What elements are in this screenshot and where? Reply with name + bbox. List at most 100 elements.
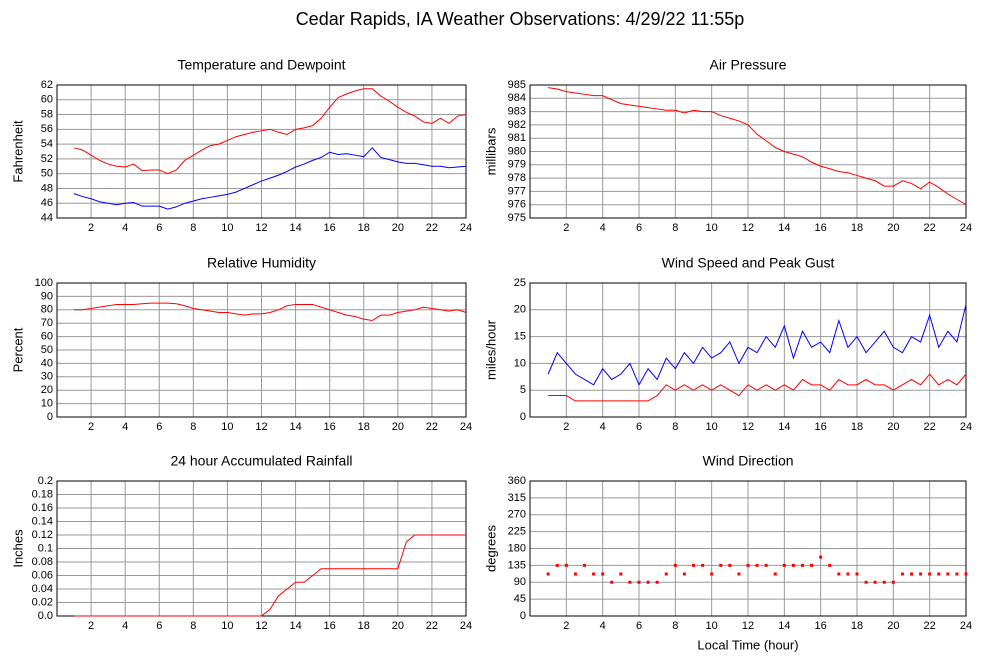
data-point <box>610 580 614 584</box>
x-tick-label: 12 <box>255 620 267 632</box>
x-tick-label: 14 <box>289 620 301 632</box>
x-tick-label: 10 <box>706 620 718 632</box>
y-tick-label: 10 <box>41 398 53 410</box>
data-point <box>891 580 895 584</box>
y-tick-label: 56 <box>41 123 53 135</box>
y-tick-label: 50 <box>41 168 53 180</box>
data-point <box>682 572 686 576</box>
x-tick-label: 22 <box>426 620 438 632</box>
data-point <box>628 580 632 584</box>
data-point <box>664 572 668 576</box>
plot-frame <box>529 84 967 219</box>
x-tick-label: 2 <box>88 421 94 433</box>
x-tick-label: 16 <box>324 421 336 433</box>
data-point <box>764 563 768 567</box>
y-tick-label: 100 <box>35 277 53 289</box>
y-tick-label: 0.06 <box>32 569 53 581</box>
plot-frame <box>529 282 967 418</box>
y-tick-label: 10 <box>514 357 526 369</box>
x-tick-label: 2 <box>88 222 94 234</box>
x-tick-label: 10 <box>221 222 233 234</box>
y-tick-label: 0.1 <box>38 542 53 554</box>
y-tick-label: 0.16 <box>32 502 53 514</box>
x-tick-label: 8 <box>190 222 196 234</box>
y-tick-label: 180 <box>508 542 526 554</box>
y-tick-label: 977 <box>508 185 526 197</box>
data-point <box>583 563 586 567</box>
x-tick-label: 20 <box>887 620 899 632</box>
y-tick-label: 0.12 <box>32 529 53 541</box>
x-tick-label: 4 <box>600 421 606 433</box>
y-tick-label: 45 <box>514 593 526 605</box>
x-tick-label: 24 <box>960 620 972 632</box>
x-tick-label: 12 <box>742 222 754 234</box>
x-tick-label: 18 <box>358 222 370 234</box>
x-tick-label: 16 <box>815 222 827 234</box>
x-tick-label: 4 <box>600 222 606 234</box>
y-tick-label: 315 <box>508 492 526 504</box>
data-point <box>855 572 859 576</box>
y-axis-label: millibars <box>483 127 498 175</box>
x-tick-label: 10 <box>221 620 233 632</box>
data-point <box>773 572 777 576</box>
x-tick-label: 2 <box>563 222 569 234</box>
y-tick-label: 90 <box>514 576 526 588</box>
data-point <box>946 572 950 576</box>
x-tick-label: 6 <box>636 222 642 234</box>
data-point <box>837 572 841 576</box>
x-tick-label: 12 <box>255 222 267 234</box>
y-tick-label: 983 <box>508 106 526 118</box>
x-tick-label: 22 <box>924 620 936 632</box>
y-tick-label: 0 <box>520 610 526 622</box>
x-tick-label: 10 <box>221 421 233 433</box>
x-tick-label: 20 <box>392 222 404 234</box>
x-tick-label: 18 <box>851 421 863 433</box>
y-tick-label: 48 <box>41 182 53 194</box>
y-tick-label: 20 <box>41 384 53 396</box>
y-tick-label: 135 <box>508 559 526 571</box>
y-tick-label: 0 <box>47 411 53 423</box>
y-tick-label: 52 <box>41 153 53 165</box>
data-point <box>828 563 832 567</box>
y-tick-label: 58 <box>41 108 53 120</box>
data-point <box>728 563 732 567</box>
x-tick-label: 6 <box>636 620 642 632</box>
x-tick-label: 18 <box>358 620 370 632</box>
plot-frame <box>56 282 467 418</box>
y-tick-label: 70 <box>41 317 53 329</box>
data-point <box>637 580 641 584</box>
x-tick-label: 10 <box>706 222 718 234</box>
x-tick-label: 8 <box>672 222 678 234</box>
y-tick-label: 0 <box>520 411 526 423</box>
x-tick-label: 6 <box>156 222 162 234</box>
x-tick-label: 24 <box>460 222 472 234</box>
x-tick-label: 20 <box>392 620 404 632</box>
y-axis-label: miles/hour <box>483 319 498 380</box>
y-tick-label: 985 <box>508 79 526 91</box>
data-point <box>819 555 823 559</box>
data-point <box>937 572 941 576</box>
x-tick-label: 18 <box>851 222 863 234</box>
data-point <box>601 572 605 576</box>
data-point <box>746 563 750 567</box>
x-tick-label: 12 <box>742 620 754 632</box>
y-tick-label: 30 <box>41 371 53 383</box>
y-axis-label: degrees <box>483 525 498 572</box>
data-line <box>74 534 466 617</box>
x-tick-label: 24 <box>460 620 472 632</box>
plot-frame <box>56 84 467 219</box>
data-point <box>737 572 741 576</box>
y-tick-label: 62 <box>41 79 53 91</box>
x-tick-label: 14 <box>778 421 790 433</box>
data-point <box>955 572 959 576</box>
y-tick-label: 270 <box>508 509 526 521</box>
x-tick-label: 18 <box>358 421 370 433</box>
data-line <box>547 304 967 386</box>
x-tick-label: 4 <box>122 421 128 433</box>
x-tick-label: 2 <box>563 421 569 433</box>
chart-title: Temperature and Dewpoint <box>177 57 345 73</box>
x-axis-label: Local Time (hour) <box>697 637 798 652</box>
x-tick-label: 8 <box>672 620 678 632</box>
x-tick-label: 14 <box>778 620 790 632</box>
